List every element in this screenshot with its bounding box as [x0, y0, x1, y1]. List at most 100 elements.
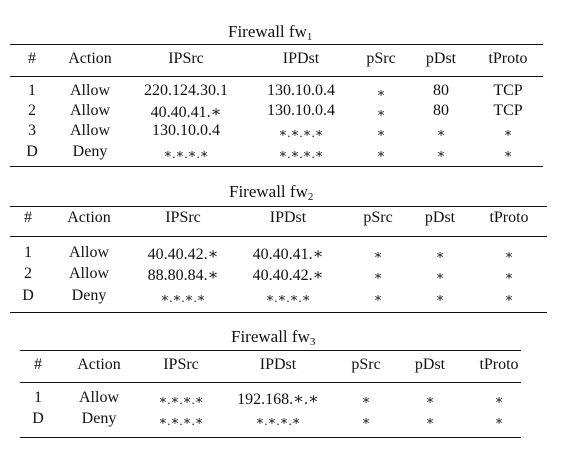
title-text: Firewall fw [231, 327, 310, 346]
cell-pdst: ∗ [436, 146, 446, 161]
cell-action: Deny [71, 287, 107, 304]
cell-ipdst: ∗.∗.∗.∗ [255, 413, 301, 428]
firewall-table-title: Firewall fw3 [231, 327, 315, 348]
psrc-header: pSrc [351, 356, 381, 373]
ipdst-header: IPDst [269, 209, 307, 226]
cell-psrc: ∗ [361, 392, 371, 407]
cell-rule-number: D [26, 143, 38, 160]
table-bottom-rule [10, 166, 543, 168]
cell-ipsrc: ∗.∗.∗.∗ [160, 290, 206, 305]
cell-tproto: ∗ [504, 290, 514, 305]
cell-pdst: ∗ [435, 247, 445, 262]
title-text: Firewall fw [228, 22, 307, 41]
ipdst-header: IPDst [282, 50, 320, 67]
cell-psrc: ∗ [376, 146, 386, 161]
cell-psrc: ∗ [376, 85, 386, 100]
title-subscript: 1 [306, 31, 313, 43]
tproto-header: tProto [488, 50, 528, 67]
ipsrc-header: IPSrc [165, 209, 201, 226]
cell-ipsrc: 130.10.0.4 [152, 122, 220, 139]
firewall-table-title: Firewall fw2 [229, 182, 313, 203]
cell-pdst: 80 [433, 102, 449, 119]
cell-action: Deny [72, 143, 108, 160]
cell-psrc: ∗ [373, 247, 383, 262]
cell-ipdst: 130.10.0.4 [267, 102, 335, 119]
cell-action: Allow [79, 389, 119, 406]
table-header-rule [20, 382, 521, 384]
cell-ipsrc: 40.40.41.∗ [150, 104, 222, 121]
cell-psrc: ∗ [373, 290, 383, 305]
cell-ipsrc: 40.40.42.∗ [147, 246, 219, 263]
cell-psrc: ∗ [376, 125, 386, 140]
cell-ipsrc: 220.124.30.1 [144, 82, 228, 99]
action-header: Action [67, 209, 111, 226]
cell-ipdst: ∗.∗.∗.∗ [265, 290, 311, 305]
title-subscript: 3 [309, 336, 316, 348]
cell-ipdst: ∗.∗.∗.∗ [278, 125, 324, 140]
cell-tproto: TCP [493, 102, 523, 119]
firewall-table-title: Firewall fw1 [228, 22, 312, 43]
cell-tproto: ∗ [494, 413, 504, 428]
cell-psrc: ∗ [361, 413, 371, 428]
table-header-rule [10, 76, 543, 78]
cell-action: Allow [69, 244, 109, 261]
cell-tproto: TCP [493, 82, 523, 99]
table-top-rule [10, 44, 543, 46]
table-bottom-rule [20, 437, 521, 439]
cell-ipsrc: ∗.∗.∗.∗ [158, 413, 204, 428]
cell-rule-number: 1 [24, 244, 32, 261]
cell-rule-number: 1 [28, 82, 36, 99]
cell-rule-number: 2 [24, 265, 32, 282]
cell-pdst: ∗ [435, 268, 445, 283]
cell-action: Allow [70, 102, 110, 119]
cell-tproto: ∗ [503, 146, 513, 161]
title-subscript: 2 [307, 191, 314, 203]
cell-pdst: ∗ [425, 413, 435, 428]
cell-ipdst: 40.40.41.∗ [252, 246, 324, 263]
cell-ipdst: 40.40.42.∗ [252, 267, 324, 284]
table-header-rule [10, 236, 547, 238]
cell-ipdst: ∗.∗.∗.∗ [278, 146, 324, 161]
cell-tproto: ∗ [504, 247, 514, 262]
cell-ipdst: 130.10.0.4 [267, 82, 335, 99]
cell-ipsrc: ∗.∗.∗.∗ [158, 392, 204, 407]
tproto-header: tProto [479, 356, 519, 373]
cell-psrc: ∗ [376, 105, 386, 120]
cell-ipsrc: ∗.∗.∗.∗ [163, 146, 209, 161]
ipsrc-header: IPSrc [168, 50, 204, 67]
action-header: Action [68, 50, 112, 67]
pdst-header: pDst [414, 356, 446, 373]
cell-psrc: ∗ [373, 268, 383, 283]
ipdst-header: IPDst [259, 356, 297, 373]
table-bottom-rule [10, 312, 547, 314]
psrc-header: pSrc [363, 209, 393, 226]
cell-tproto: ∗ [503, 125, 513, 140]
cell-rule-number: D [32, 410, 44, 427]
cell-ipsrc: 88.80.84.∗ [147, 267, 219, 284]
action-header: Action [77, 356, 121, 373]
cell-pdst: ∗ [425, 392, 435, 407]
cell-rule-number: 1 [34, 389, 42, 406]
pdst-header: pDst [425, 50, 457, 67]
cell-action: Deny [81, 410, 117, 427]
ipsrc-header: IPSrc [163, 356, 199, 373]
pdst-header: pDst [424, 209, 456, 226]
cell-pdst: 80 [433, 82, 449, 99]
cell-rule-number: D [22, 287, 34, 304]
cell-ipdst: 192.168.∗.∗ [237, 391, 319, 408]
cell-rule-number: 3 [28, 122, 36, 139]
cell-action: Allow [69, 265, 109, 282]
cell-pdst: ∗ [436, 125, 446, 140]
cell-pdst: ∗ [435, 290, 445, 305]
cell-action: Allow [70, 82, 110, 99]
cell-rule-number: 2 [28, 102, 36, 119]
table-top-rule [10, 206, 547, 208]
title-text: Firewall fw [229, 182, 308, 201]
table-top-rule [20, 350, 521, 352]
rule-number-header: # [34, 356, 42, 373]
cell-tproto: ∗ [494, 392, 504, 407]
rule-number-header: # [28, 50, 36, 67]
cell-tproto: ∗ [504, 268, 514, 283]
cell-action: Allow [70, 122, 110, 139]
rule-number-header: # [24, 209, 32, 226]
